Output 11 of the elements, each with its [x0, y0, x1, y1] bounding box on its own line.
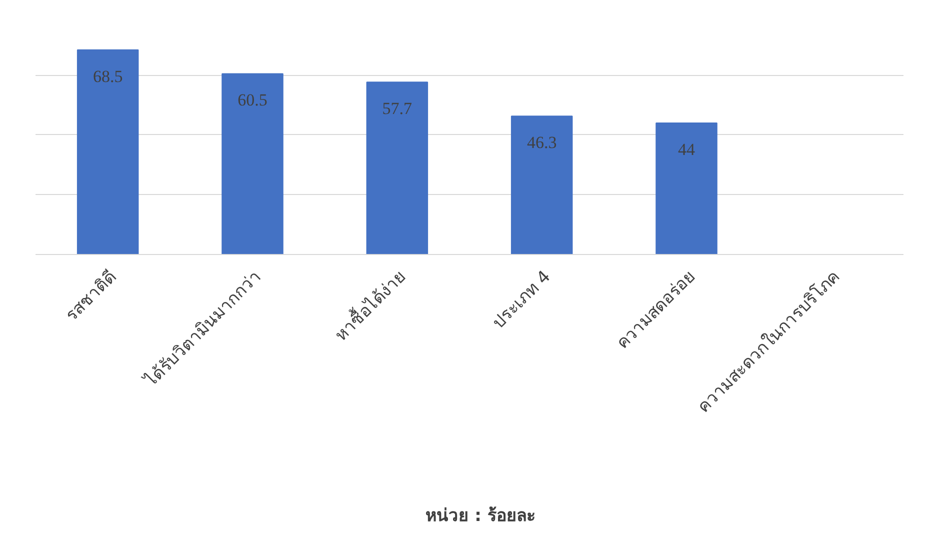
bar — [656, 122, 718, 254]
data-label: 46.3 — [526, 133, 557, 152]
text: หน่วย : ร้อยละ — [426, 505, 536, 528]
data-label: 57.7 — [382, 99, 413, 118]
data-label: 44 — [678, 140, 696, 160]
data-label: 60.5 — [238, 90, 268, 110]
bar — [76, 49, 139, 254]
bar — [366, 82, 428, 254]
bar — [222, 73, 284, 254]
bar — [510, 116, 573, 254]
data-label: 68.5 — [92, 66, 123, 86]
